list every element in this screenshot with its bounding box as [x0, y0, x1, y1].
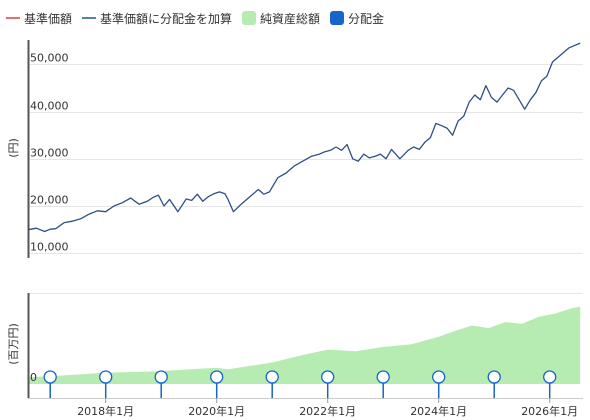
- legend-label-nav: 基準価額: [24, 11, 73, 26]
- legend-swatch-nav: [6, 17, 20, 19]
- price-y-tick-label: 50,000: [30, 52, 69, 65]
- distribution-marker: [432, 370, 446, 384]
- x-axis-ticks: 2018年1月 2020年1月 2022年1月 2024年1月 2026年1月: [77, 398, 578, 418]
- net-assets-area: [28, 306, 581, 384]
- distribution-marker: [321, 370, 335, 384]
- distribution-marker: [210, 370, 224, 384]
- price-y-ticks: 10,000 20,000 30,000 40,000 50,000: [30, 52, 69, 254]
- legend-item-nav[interactable]: 基準価額: [6, 10, 72, 27]
- chart-legend: 基準価額 基準価額に分配金を加算 純資産総額 分配金: [6, 8, 394, 28]
- distribution-marker: [154, 370, 168, 384]
- x-tick-label: 2024年1月: [410, 404, 467, 418]
- price-y-tick-label: 20,000: [30, 194, 69, 207]
- distribution-markers: [43, 370, 557, 398]
- legend-label-nav-with-dividends: 基準価額に分配金を加算: [100, 11, 233, 26]
- distribution-marker: [99, 370, 113, 384]
- legend-swatch-nav-with-dividends: [82, 17, 97, 19]
- legend-swatch-distribution: [330, 11, 345, 25]
- price-y-tick-label: 10,000: [30, 241, 69, 254]
- net-assets-fill: [28, 306, 581, 384]
- x-tick-label: 2022年1月: [299, 404, 356, 418]
- legend-swatch-net-assets: [242, 11, 257, 25]
- x-tick-label: 2018年1月: [77, 404, 134, 418]
- distribution-marker: [43, 370, 57, 384]
- price-series: [27, 42, 581, 233]
- assets-y-tick-label: 0: [30, 371, 37, 384]
- nav-with-dividends-line: [27, 42, 581, 233]
- legend-item-nav-with-dividends[interactable]: 基準価額に分配金を加算: [82, 10, 232, 27]
- distribution-marker: [376, 370, 390, 384]
- legend-label-net-assets: 純資産総額: [260, 11, 321, 26]
- legend-label-distribution: 分配金: [348, 11, 385, 26]
- legend-item-distribution[interactable]: 分配金: [330, 10, 384, 27]
- price-y-tick-label: 30,000: [30, 147, 69, 160]
- price-y-tick-label: 40,000: [30, 100, 69, 113]
- x-tick-label: 2020年1月: [188, 404, 245, 418]
- assets-y-axis-label: (百万円): [7, 323, 20, 365]
- legend-item-net-assets[interactable]: 純資産総額: [242, 10, 320, 27]
- distribution-marker: [487, 370, 501, 384]
- distribution-marker: [265, 370, 279, 384]
- price-y-axis-label: (円): [7, 138, 20, 158]
- distribution-marker: [543, 370, 557, 384]
- x-tick-label: 2026年1月: [521, 404, 578, 418]
